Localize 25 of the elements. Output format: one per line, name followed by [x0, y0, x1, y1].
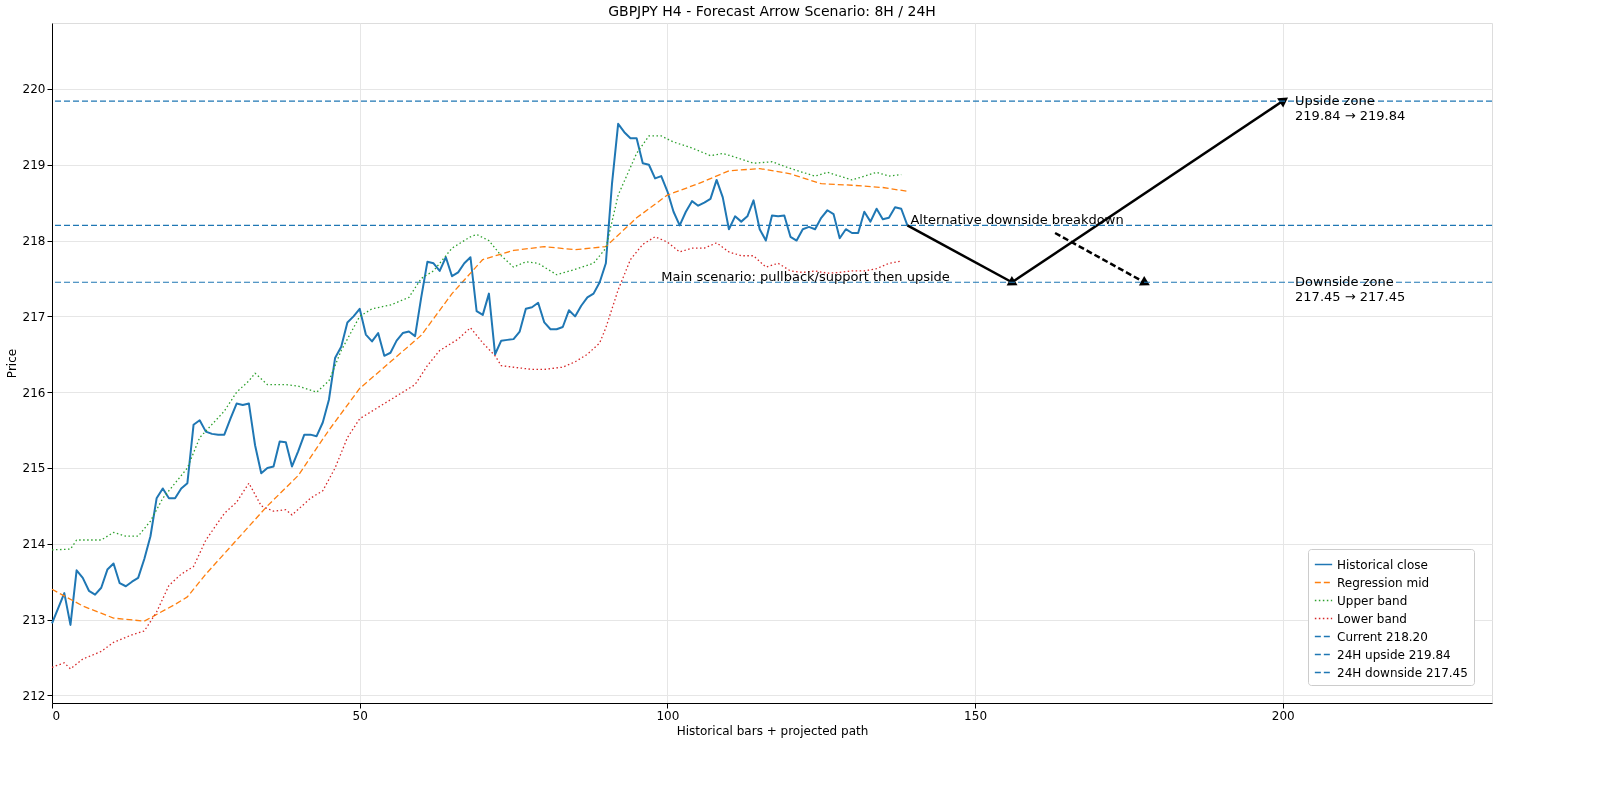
- y-tick-label: 220: [22, 82, 46, 97]
- legend-label: Lower band: [1337, 611, 1407, 626]
- annotation: Main scenario: pullback/support then upside: [661, 269, 950, 285]
- y-tick-label: 215: [22, 461, 46, 476]
- y-tick-label: 213: [22, 613, 46, 628]
- x-tick-label: 0: [52, 708, 61, 723]
- x-tick-label: 100: [656, 708, 680, 723]
- x-axis-title: Historical bars + projected path: [676, 723, 869, 738]
- y-tick-label: 219: [22, 158, 46, 173]
- y-tick-label: 217: [22, 309, 46, 324]
- x-tick-label: 50: [352, 708, 368, 723]
- chart-title: GBPJPY H4 - Forecast Arrow Scenario: 8H / 24H: [608, 3, 936, 19]
- y-tick-label: 216: [22, 385, 46, 400]
- y-tick-label: 214: [22, 537, 46, 552]
- y-tick-label: 218: [22, 234, 46, 249]
- x-tick-label: 150: [964, 708, 988, 723]
- legend-label: Upper band: [1337, 593, 1408, 608]
- y-axis-title: Price: [4, 348, 19, 379]
- legend-label: Regression mid: [1337, 575, 1430, 590]
- x-tick-label: 200: [1271, 708, 1295, 723]
- legend-label: Historical close: [1337, 557, 1428, 572]
- legend-label: 24H upside 219.84: [1337, 647, 1451, 662]
- y-tick-label: 212: [22, 688, 46, 703]
- legend-label: 24H downside 217.45: [1337, 665, 1468, 680]
- legend-label: Current 218.20: [1337, 629, 1428, 644]
